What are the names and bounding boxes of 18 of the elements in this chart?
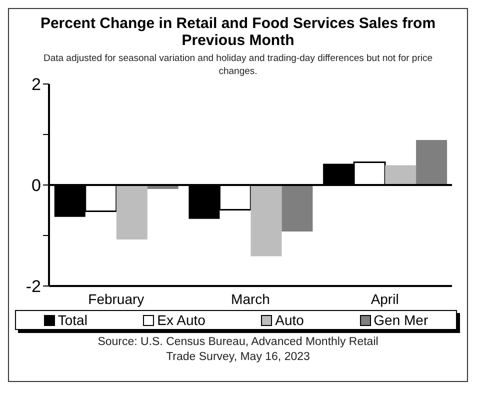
source-note: Source: U.S. Census Bureau, Advanced Monthly Retail Trade Survey, May 16, 2023 [96, 335, 380, 365]
y-tick-label: -2 [26, 277, 41, 296]
chart-title: Percent Change in Retail and Food Services Sales from Previous Month [39, 15, 437, 49]
y-tick-label: 2 [32, 75, 41, 94]
bar [416, 140, 448, 185]
bar [385, 165, 416, 185]
chart-subtitle: Data adjusted for seasonal variation and holiday and trading-day differences but not for price changes. [43, 53, 433, 77]
x-tick-label: March [231, 290, 270, 307]
legend-label: Auto [274, 312, 304, 328]
x-tick-label: February [88, 290, 144, 307]
legend-label: Total [56, 312, 88, 328]
bar [116, 185, 148, 240]
bar [250, 185, 282, 256]
legend-label: Ex Auto [156, 312, 206, 328]
bar [282, 185, 313, 232]
legend-label: Gen Mer [372, 312, 428, 328]
x-tick-label: April [370, 290, 399, 307]
y-tick-label: 0 [32, 176, 41, 196]
